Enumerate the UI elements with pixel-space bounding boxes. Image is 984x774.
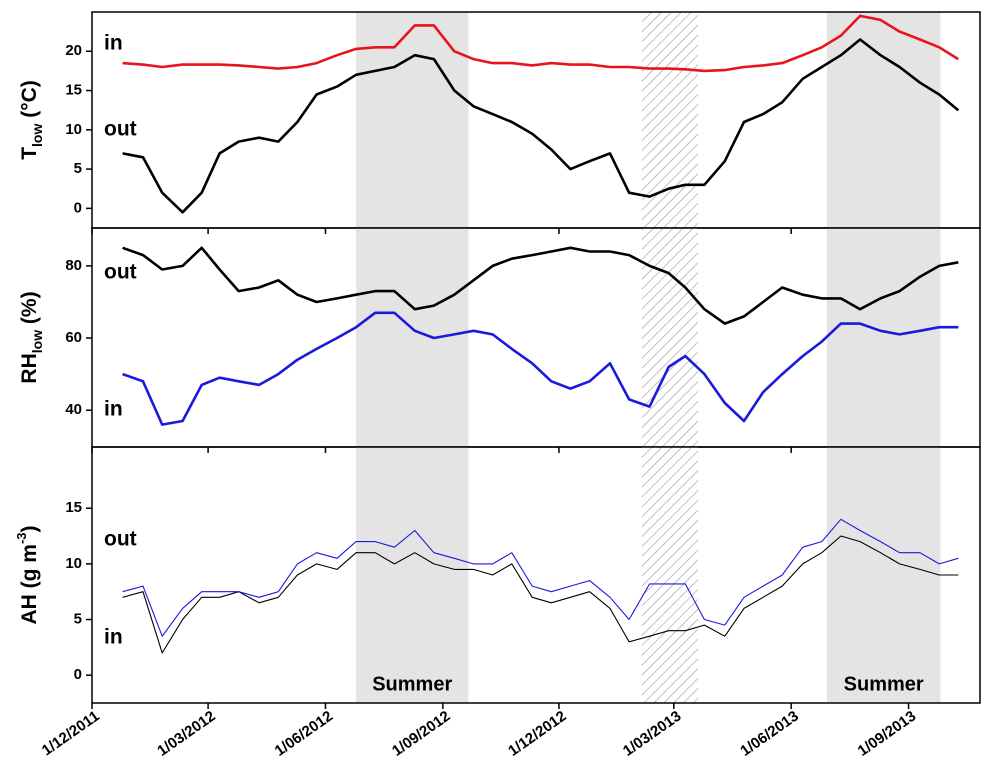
y-axis-label: Tlow (°C) <box>18 80 45 160</box>
series-label: out <box>104 118 137 141</box>
y-axis-label: RHlow (%) <box>18 291 45 383</box>
shaded-period <box>356 447 469 703</box>
data-line <box>122 518 959 637</box>
series-label: out <box>104 528 137 551</box>
shaded-period <box>356 228 469 447</box>
y-axis-label-part: T <box>18 147 41 160</box>
data-line <box>122 38 960 214</box>
data-line <box>122 535 959 654</box>
x-tick-label: 1/03/2012 <box>154 708 218 760</box>
plot-frame <box>91 446 981 704</box>
y-axis-label: AH (g m-3) <box>14 525 41 624</box>
x-tick-label: 1/06/2012 <box>272 708 336 760</box>
y-axis-label-part: low <box>29 330 45 353</box>
y-tick-label: 10 <box>65 555 82 572</box>
x-tick-label: 1/06/2013 <box>737 708 801 760</box>
y-tick-label: 0 <box>74 199 82 216</box>
y-axis-label-part: ) <box>18 525 41 532</box>
shaded-period <box>356 12 469 228</box>
y-axis-label-part: (%) <box>18 291 41 330</box>
series-label: out <box>104 261 137 284</box>
x-tick-label: 1/09/2013 <box>855 708 919 760</box>
y-tick-label: 10 <box>65 121 82 138</box>
x-tick-label: 1/03/2013 <box>620 708 684 760</box>
y-axis-label-part: AH (g m <box>18 544 41 625</box>
hatched-period <box>641 447 699 703</box>
shaded-period <box>826 12 941 228</box>
y-tick-label: 40 <box>65 401 82 418</box>
y-tick-label: 15 <box>65 82 82 99</box>
period-label: Summer <box>844 673 924 695</box>
period-label: Summer <box>372 673 452 695</box>
x-tick-label: 1/12/2012 <box>505 708 569 760</box>
y-tick-label: 5 <box>74 610 82 627</box>
series-label: in <box>104 398 123 421</box>
y-tick-label: 60 <box>65 329 82 346</box>
y-tick-label: 15 <box>65 499 82 516</box>
data-line <box>122 14 959 73</box>
y-tick-label: 5 <box>74 160 82 177</box>
hatched-period <box>641 12 699 228</box>
y-tick-label: 0 <box>74 666 82 683</box>
y-axis-label-part: RH <box>18 353 41 383</box>
x-tick-label: 1/12/2011 <box>39 708 103 760</box>
y-axis-label-part: (°C) <box>18 80 41 123</box>
x-tick-label: 1/09/2012 <box>389 708 453 760</box>
y-axis-label-part: low <box>29 124 45 147</box>
y-tick-label: 20 <box>65 42 82 59</box>
y-tick-label: 80 <box>65 257 82 274</box>
series-label: in <box>104 626 123 649</box>
shaded-period <box>826 228 941 447</box>
series-label: in <box>104 32 123 55</box>
data-line <box>122 311 959 426</box>
hatched-period <box>641 228 699 447</box>
data-line <box>122 246 959 325</box>
y-axis-label-part: -3 <box>14 532 29 544</box>
shaded-period <box>826 447 941 703</box>
